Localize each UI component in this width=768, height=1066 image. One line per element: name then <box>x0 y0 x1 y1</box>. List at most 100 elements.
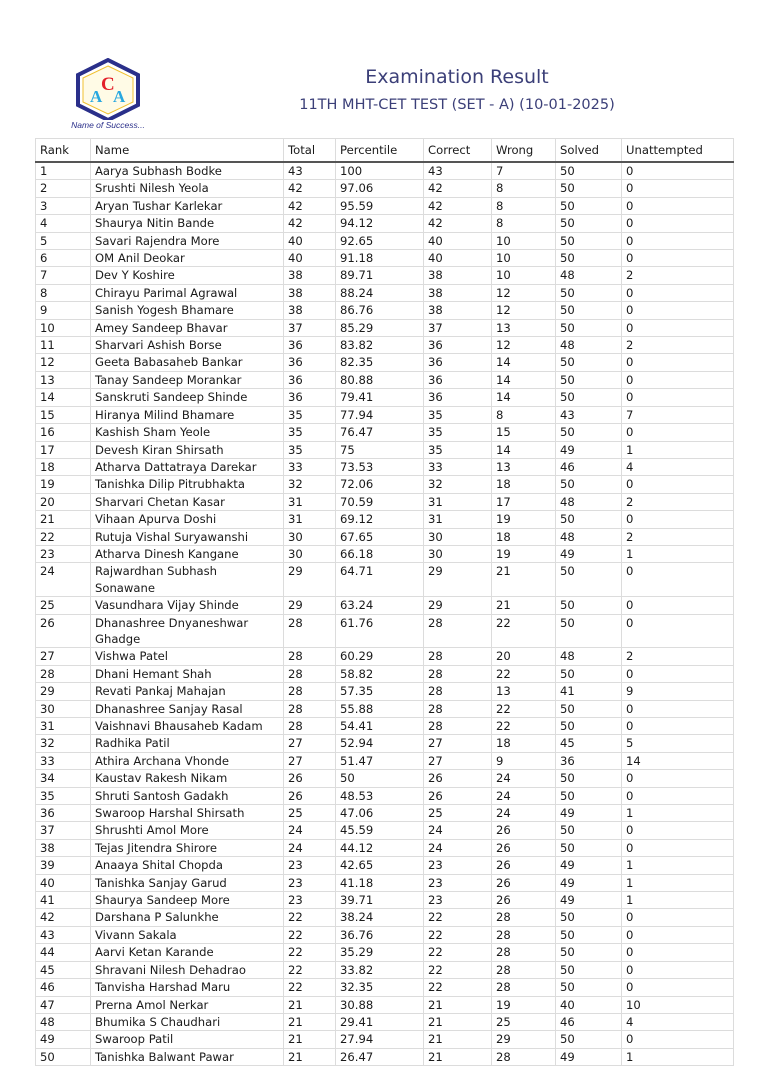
cell-unattempted: 0 <box>621 960 734 980</box>
cell-solved: 50 <box>555 664 622 684</box>
cell-rank: 13 <box>35 370 91 390</box>
cell-rank: 27 <box>35 647 91 666</box>
cell-total: 42 <box>283 214 336 233</box>
cell-rank: 10 <box>35 318 91 338</box>
cell-total: 21 <box>283 1047 336 1066</box>
cell-percentile: 64.71 <box>335 562 424 598</box>
cell-correct: 28 <box>423 647 492 666</box>
cell-unattempted: 0 <box>621 231 734 251</box>
cell-rank: 11 <box>35 336 91 355</box>
cell-wrong: 21 <box>491 562 556 598</box>
cell-correct: 22 <box>423 908 492 927</box>
cell-solved: 45 <box>555 734 622 753</box>
cell-rank: 1 <box>35 161 91 181</box>
cell-percentile: 41.18 <box>335 873 424 893</box>
cell-solved: 50 <box>555 716 622 736</box>
cell-percentile: 36.76 <box>335 925 424 945</box>
table-row: 41 Shaurya Sandeep More 23 39.71 23 26 49 1 <box>35 891 734 910</box>
cell-total: 29 <box>283 562 336 598</box>
cell-rank: 48 <box>35 1012 91 1032</box>
cell-rank: 47 <box>35 995 91 1014</box>
cell-percentile: 51.47 <box>335 751 424 771</box>
cell-correct: 40 <box>423 231 492 251</box>
cell-name: Kaustav Rakesh Nikam <box>90 769 284 788</box>
cell-percentile: 91.18 <box>335 249 424 268</box>
table-row: 25 Vasundhara Vijay Shinde 29 63.24 29 21 50 0 <box>35 596 734 615</box>
cell-rank: 28 <box>35 664 91 684</box>
cell-total: 30 <box>283 527 336 546</box>
cell-rank: 43 <box>35 925 91 945</box>
cell-name: Aarya Subhash Bodke <box>90 161 284 181</box>
cell-unattempted: 1 <box>621 873 734 893</box>
cell-wrong: 19 <box>491 510 556 529</box>
cell-name: Geeta Babasaheb Bankar <box>90 353 284 372</box>
cell-wrong: 26 <box>491 891 556 910</box>
cell-name: Sharvari Ashish Borse <box>90 336 284 355</box>
table-row: 21 Vihaan Apurva Doshi 31 69.12 31 19 50 0 <box>35 510 734 529</box>
table-row: 47 Prerna Amol Nerkar 21 30.88 21 19 40 10 <box>35 995 734 1014</box>
column-header-unattempted: Unattempted <box>621 138 734 163</box>
cell-name: Darshana P Salunkhe <box>90 908 284 927</box>
svg-text:C: C <box>101 74 115 95</box>
logo-tagline: Name of Success... <box>71 120 145 130</box>
cell-wrong: 28 <box>491 960 556 980</box>
cell-rank: 24 <box>35 562 91 598</box>
table-row: 46 Tanvisha Harshad Maru 22 32.35 22 28 50 0 <box>35 978 734 997</box>
cell-correct: 26 <box>423 769 492 788</box>
cell-wrong: 28 <box>491 925 556 945</box>
cell-wrong: 24 <box>491 786 556 806</box>
cell-total: 22 <box>283 978 336 997</box>
cell-name: Vasundhara Vijay Shinde <box>90 596 284 615</box>
cell-solved: 50 <box>555 214 622 233</box>
table-row: 15 Hiranya Milind Bhamare 35 77.94 35 8 43 7 <box>35 405 734 425</box>
cell-rank: 26 <box>35 613 91 649</box>
cell-correct: 37 <box>423 318 492 338</box>
cell-percentile: 72.06 <box>335 475 424 494</box>
table-row: 4 Shaurya Nitin Bande 42 94.12 42 8 50 0 <box>35 214 734 233</box>
cell-unattempted: 0 <box>621 664 734 684</box>
cell-rank: 50 <box>35 1047 91 1066</box>
cell-correct: 22 <box>423 925 492 945</box>
cell-solved: 43 <box>555 405 622 425</box>
table-row: 50 Tanishka Balwant Pawar 21 26.47 21 28 49 1 <box>35 1047 734 1066</box>
cell-percentile: 55.88 <box>335 699 424 719</box>
cell-total: 28 <box>283 716 336 736</box>
cell-unattempted: 1 <box>621 804 734 823</box>
cell-solved: 40 <box>555 995 622 1014</box>
cell-solved: 48 <box>555 266 622 285</box>
cell-rank: 5 <box>35 231 91 251</box>
table-row: 5 Savari Rajendra More 40 92.65 40 10 50 0 <box>35 231 734 251</box>
cell-unattempted: 1 <box>621 440 734 459</box>
cell-name: Anaaya Shital Chopda <box>90 856 284 875</box>
cell-rank: 38 <box>35 838 91 858</box>
table-row: 20 Sharvari Chetan Kasar 31 70.59 31 17 48 2 <box>35 492 734 512</box>
table-row: 32 Radhika Patil 27 52.94 27 18 45 5 <box>35 734 734 753</box>
cell-name: Savari Rajendra More <box>90 231 284 251</box>
cell-percentile: 100 <box>335 161 424 181</box>
table-row: 42 Darshana P Salunkhe 22 38.24 22 28 50 0 <box>35 908 734 927</box>
cell-name: Rajwardhan Subhash Sonawane <box>90 562 284 598</box>
cell-name: Sanish Yogesh Bhamare <box>90 301 284 320</box>
cell-name: Swaroop Harshal Shirsath <box>90 804 284 823</box>
cell-wrong: 22 <box>491 613 556 649</box>
cell-unattempted: 0 <box>621 318 734 338</box>
cell-wrong: 18 <box>491 527 556 546</box>
table-row: 6 OM Anil Deokar 40 91.18 40 10 50 0 <box>35 249 734 268</box>
cell-total: 32 <box>283 475 336 494</box>
column-header-name: Name <box>90 138 284 163</box>
cell-solved: 50 <box>555 786 622 806</box>
cell-name: OM Anil Deokar <box>90 249 284 268</box>
cell-wrong: 28 <box>491 978 556 997</box>
cell-percentile: 47.06 <box>335 804 424 823</box>
page-subtitle: 11TH MHT-CET TEST (SET - A) (10-01-2025) <box>299 97 615 113</box>
cell-total: 35 <box>283 440 336 459</box>
cell-correct: 24 <box>423 821 492 840</box>
table-row: 8 Chirayu Parimal Agrawal 38 88.24 38 12 50 0 <box>35 283 734 303</box>
cell-wrong: 24 <box>491 804 556 823</box>
cell-correct: 38 <box>423 266 492 285</box>
cell-percentile: 44.12 <box>335 838 424 858</box>
cell-correct: 29 <box>423 562 492 598</box>
cell-rank: 41 <box>35 891 91 910</box>
cell-unattempted: 0 <box>621 510 734 529</box>
cell-wrong: 17 <box>491 492 556 512</box>
